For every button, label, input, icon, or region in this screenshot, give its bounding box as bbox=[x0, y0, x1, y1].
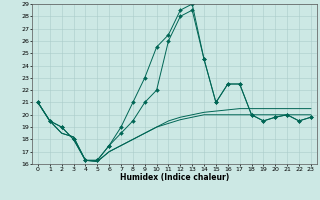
X-axis label: Humidex (Indice chaleur): Humidex (Indice chaleur) bbox=[120, 173, 229, 182]
